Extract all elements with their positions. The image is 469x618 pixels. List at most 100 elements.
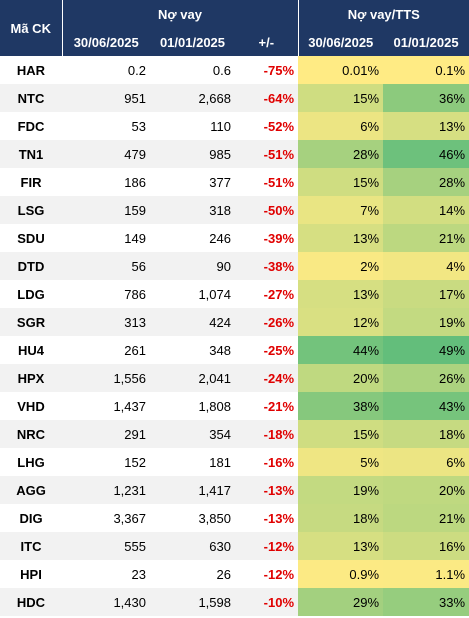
change: -39%	[263, 230, 295, 246]
table-row: NRC 291 354 -18% 15% 18%	[0, 420, 469, 448]
debt: 348	[209, 342, 231, 358]
debt: 354	[150, 420, 235, 448]
group-header: Nợ vay/TTS	[298, 0, 469, 28]
table-row: SDU 149 246 -39% 13% 21%	[0, 224, 469, 252]
ticker: HPI	[20, 566, 42, 582]
debt: 1,556	[62, 364, 150, 392]
debt: 186	[124, 174, 146, 190]
change: -75%	[263, 62, 295, 78]
debt: 1,417	[150, 476, 235, 504]
ratio: 44%	[298, 336, 384, 364]
change: -50%	[235, 196, 299, 224]
ratio: 46%	[383, 140, 469, 168]
change: -18%	[235, 420, 299, 448]
change: -27%	[263, 286, 295, 302]
ratio: 13%	[298, 224, 384, 252]
ratio: 2%	[298, 252, 384, 280]
ticker: FDC	[17, 118, 45, 134]
change: -13%	[263, 510, 295, 526]
ticker: DIG	[19, 510, 43, 526]
table-row: HAR 0.2 0.6 -75% 0.01% 0.1%	[0, 56, 469, 84]
table-row: HPI 23 26 -12% 0.9% 1.1%	[0, 560, 469, 588]
change: -52%	[263, 118, 295, 134]
column-header: 01/01/2025	[383, 28, 469, 56]
column-header: +/-	[235, 28, 299, 56]
debt: 424	[150, 308, 235, 336]
ticker: HAR	[16, 62, 46, 78]
change: -13%	[235, 476, 299, 504]
change: -21%	[263, 398, 295, 414]
ticker: SGR	[0, 308, 62, 336]
debt: 23	[131, 566, 146, 582]
ratio: 49%	[383, 336, 469, 364]
debt: 555	[62, 532, 150, 560]
table-row: FIR 186 377 -51% 15% 28%	[0, 168, 469, 196]
debt: 149	[124, 230, 146, 246]
ticker: HU4	[17, 342, 44, 358]
ratio: 6%	[383, 448, 469, 476]
ratio: 43%	[383, 392, 469, 420]
ratio: 18%	[383, 420, 469, 448]
debt: 3,367	[113, 510, 146, 526]
debt: 90	[150, 252, 235, 280]
ratio: 14%	[383, 196, 469, 224]
table-row: DIG 3,367 3,850 -13% 18% 21%	[0, 504, 469, 532]
ticker: NTC	[0, 84, 62, 112]
table-row: VHD 1,437 1,808 -21% 38% 43%	[0, 392, 469, 420]
ratio: 13%	[298, 280, 384, 308]
table-row: AGG 1,231 1,417 -13% 19% 20%	[0, 476, 469, 504]
debt: 313	[62, 308, 150, 336]
debt: 479	[62, 140, 150, 168]
ratio: 28%	[383, 168, 469, 196]
table-row: DTD 56 90 -38% 2% 4%	[0, 252, 469, 280]
debt: 1,430	[62, 588, 150, 616]
debt: 53	[131, 118, 146, 134]
change: -51%	[235, 140, 299, 168]
ratio: 4%	[383, 252, 469, 280]
ticker: AGG	[0, 476, 62, 504]
debt: 291	[62, 420, 150, 448]
table-row: ITC 555 630 -12% 13% 16%	[0, 532, 469, 560]
change: -12%	[235, 532, 299, 560]
ratio: 20%	[383, 476, 469, 504]
column-header: 01/01/2025	[150, 28, 235, 56]
ticker: HDC	[0, 588, 62, 616]
debt: 1,437	[113, 398, 146, 414]
debt: 261	[124, 342, 146, 358]
ratio: 0.01%	[298, 56, 384, 84]
ratio: 15%	[298, 168, 384, 196]
debt: 181	[209, 454, 231, 470]
change: -16%	[263, 454, 295, 470]
ticker: NRC	[0, 420, 62, 448]
ratio: 5%	[298, 448, 384, 476]
debt: 985	[150, 140, 235, 168]
ratio: 38%	[298, 392, 384, 420]
debt: 951	[62, 84, 150, 112]
table-row: LHG 152 181 -16% 5% 6%	[0, 448, 469, 476]
ticker: ITC	[0, 532, 62, 560]
ratio: 17%	[383, 280, 469, 308]
ratio: 12%	[298, 308, 384, 336]
ticker: SDU	[17, 230, 45, 246]
ticker: HPX	[0, 364, 62, 392]
ratio: 15%	[298, 420, 384, 448]
debt: 159	[62, 196, 150, 224]
ratio: 13%	[298, 532, 384, 560]
debt: 2,041	[150, 364, 235, 392]
debt: 1,808	[198, 398, 231, 414]
ratio: 1.1%	[383, 560, 469, 588]
ratio: 21%	[383, 224, 469, 252]
ratio: 13%	[383, 112, 469, 140]
debt: 1,598	[150, 588, 235, 616]
ratio: 6%	[298, 112, 384, 140]
ratio: 0.9%	[298, 560, 384, 588]
change: -26%	[235, 308, 299, 336]
ratio: 29%	[298, 588, 384, 616]
group-header: Nợ vay	[62, 0, 299, 28]
change: -38%	[235, 252, 299, 280]
debt: 152	[124, 454, 146, 470]
debt: 56	[62, 252, 150, 280]
ratio: 36%	[383, 84, 469, 112]
